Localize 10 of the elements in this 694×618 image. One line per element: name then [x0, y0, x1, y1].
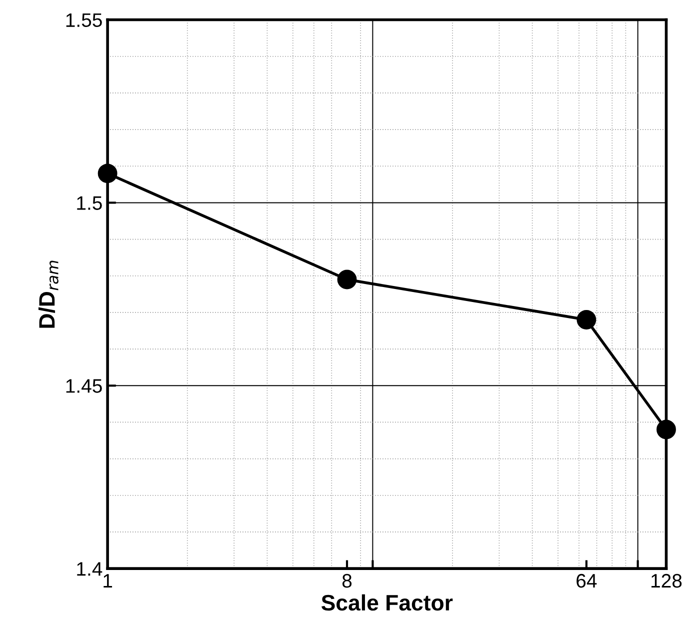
- x-axis-title: Scale Factor: [321, 594, 453, 611]
- y-axis-title: D/D$_{ram}$: [38, 260, 58, 328]
- x-tick-label: 1: [104, 574, 112, 588]
- y-tick-label: 1.4: [77, 562, 102, 576]
- x-tick-label: 64: [576, 574, 597, 588]
- x-tick-label: 128: [652, 574, 682, 588]
- x-tick-label: 8: [342, 574, 352, 588]
- y-tick-label: 1.5: [77, 196, 102, 210]
- y-tick-label: 1.55: [66, 13, 102, 28]
- y-tick-label: 1.45: [66, 379, 102, 393]
